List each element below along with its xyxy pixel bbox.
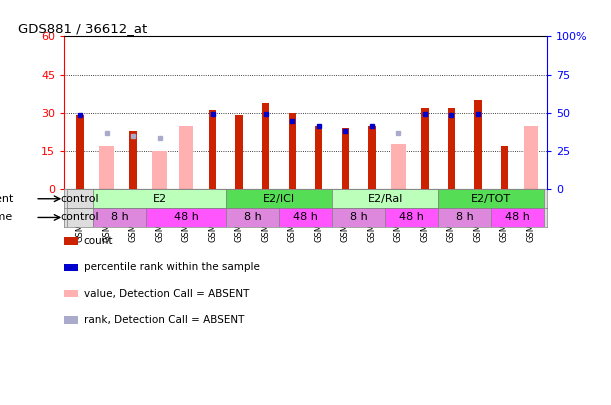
Bar [226,208,279,227]
Bar [209,111,216,190]
Text: 48 h: 48 h [293,213,318,222]
Bar [438,190,544,208]
Bar [262,103,269,190]
Text: rank, Detection Call = ABSENT: rank, Detection Call = ABSENT [84,315,244,325]
Bar [152,151,167,190]
Text: 48 h: 48 h [399,213,424,222]
Text: E2/ICI: E2/ICI [263,194,295,204]
Bar [368,126,376,190]
Bar [67,190,93,208]
Bar [93,190,226,208]
Bar [76,115,84,190]
Text: percentile rank within the sample: percentile rank within the sample [84,262,260,272]
Text: 8 h: 8 h [244,213,262,222]
Bar [491,208,544,227]
Bar [474,100,481,190]
Text: 8 h: 8 h [349,213,367,222]
Text: 48 h: 48 h [505,213,530,222]
Bar [524,126,538,190]
Text: agent: agent [0,194,13,204]
Bar [342,128,349,190]
Bar [279,208,332,227]
Bar [391,143,406,190]
Bar [332,208,385,227]
Text: 8 h: 8 h [456,213,474,222]
Bar [93,208,147,227]
Bar [448,108,455,190]
Bar [179,126,194,190]
Bar [385,208,438,227]
Text: control: control [60,213,100,222]
Text: E2: E2 [153,194,167,204]
Text: count: count [84,236,113,246]
Bar [130,131,137,190]
Bar [235,115,243,190]
Bar [332,190,438,208]
Text: value, Detection Call = ABSENT: value, Detection Call = ABSENT [84,289,249,298]
Bar [315,126,323,190]
Text: control: control [60,194,100,204]
Text: E2/TOT: E2/TOT [471,194,511,204]
Text: 48 h: 48 h [174,213,199,222]
Bar [438,208,491,227]
Bar [226,190,332,208]
Bar [421,108,428,190]
Bar [100,146,114,190]
Bar [288,113,296,190]
Text: 8 h: 8 h [111,213,129,222]
Text: GDS881 / 36612_at: GDS881 / 36612_at [18,22,147,35]
Bar [67,208,93,227]
Bar [147,208,226,227]
Text: E2/Ral: E2/Ral [367,194,403,204]
Text: time: time [0,213,13,222]
Bar [500,146,508,190]
